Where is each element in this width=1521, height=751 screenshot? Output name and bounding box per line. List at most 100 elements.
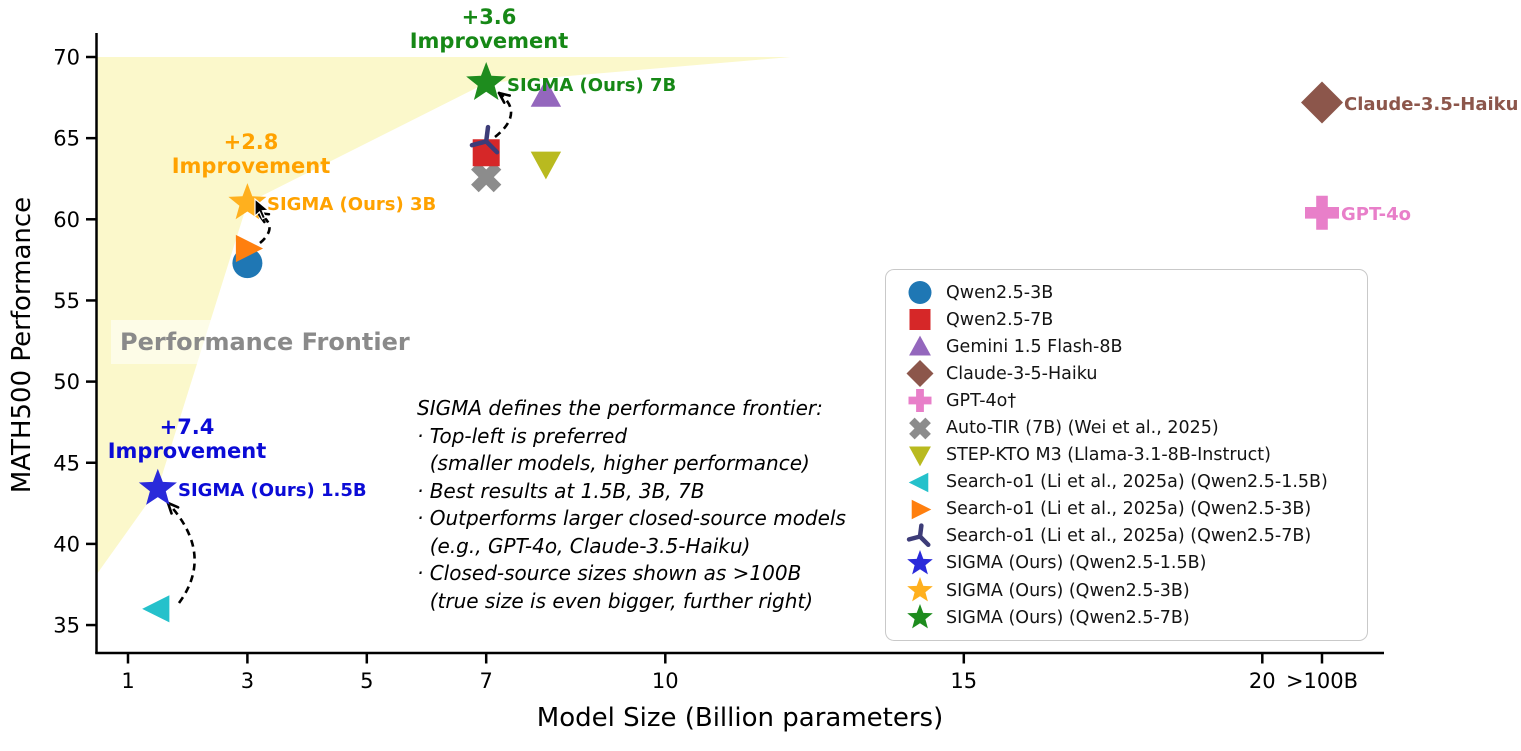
triangle-right-marker bbox=[235, 234, 264, 263]
note-line: SIGMA defines the performance frontier: bbox=[417, 396, 823, 420]
improvement-value: +3.6 bbox=[462, 5, 517, 29]
arrowhead bbox=[256, 211, 266, 224]
triangle-left-legend-marker bbox=[908, 472, 929, 492]
x-tick-label: 15 bbox=[950, 669, 977, 693]
legend-item: Search-o1 (Li et al., 2025a) (Qwen2.5-7B… bbox=[894, 523, 1359, 550]
legend-label: STEP-KTO M3 (Llama-3.1-8B-Instruct) bbox=[946, 445, 1271, 466]
star-marker bbox=[228, 183, 267, 220]
y-axis-title: MATH500 Performance bbox=[7, 197, 37, 493]
tri3-legend-marker bbox=[906, 523, 931, 547]
frontier-label-box bbox=[111, 320, 433, 364]
triangle-right-legend-marker bbox=[911, 499, 932, 520]
square-legend-icon bbox=[894, 306, 946, 333]
star-legend-marker bbox=[907, 577, 933, 602]
legend-label: Qwen2.5-3B bbox=[946, 282, 1054, 303]
x-axis-title: Model Size (Billion parameters) bbox=[537, 703, 943, 733]
y-tick-label: 55 bbox=[53, 289, 80, 313]
tri3-marker bbox=[469, 124, 500, 155]
star-legend-icon bbox=[894, 604, 946, 631]
improvement-arrow bbox=[167, 502, 196, 604]
star-marker bbox=[138, 468, 177, 505]
x-marker bbox=[471, 161, 502, 193]
legend-item: Search-o1 (Li et al., 2025a) (Qwen2.5-3B… bbox=[894, 496, 1359, 523]
y-tick-label: 35 bbox=[53, 614, 80, 638]
y-tick-label: 50 bbox=[53, 370, 80, 394]
legend-label: Search-o1 (Li et al., 2025a) (Qwen2.5-1.… bbox=[946, 472, 1328, 493]
x-tick-label: 1 bbox=[121, 669, 134, 693]
star-legend-marker bbox=[907, 604, 933, 629]
plus-legend-icon bbox=[894, 387, 946, 414]
note-line: (smaller models, higher performance) bbox=[417, 451, 810, 475]
triangle-left-legend-icon bbox=[894, 469, 946, 496]
x-tick-label: 10 bbox=[652, 669, 679, 693]
arrowhead bbox=[166, 501, 173, 515]
improvement-word: Improvement bbox=[410, 29, 569, 53]
note-line: · Closed-source sizes shown as >100B bbox=[417, 561, 802, 585]
triangle-down-legend-icon bbox=[894, 442, 946, 469]
improvement-arrows bbox=[166, 91, 513, 604]
star-legend-marker bbox=[907, 549, 933, 575]
star-legend-icon bbox=[894, 549, 946, 577]
plus-marker bbox=[1305, 195, 1339, 230]
x-legend-marker bbox=[909, 417, 931, 439]
diamond-legend-marker bbox=[906, 360, 934, 388]
star-legend-icon bbox=[894, 577, 946, 604]
arrowhead bbox=[497, 91, 511, 97]
triangle-right-legend-icon bbox=[894, 496, 946, 523]
cursor-pointer-icon bbox=[254, 197, 270, 220]
point-labels: SIGMA (Ours) 7B SIGMA (Ours) 3B SIGMA (Our… bbox=[178, 75, 1518, 501]
legend-item: Auto-TIR (7B) (Wei et al., 2025) bbox=[894, 414, 1359, 441]
x-tick-label: 5 bbox=[360, 669, 373, 693]
arrowhead bbox=[166, 501, 180, 509]
triangle-up-marker bbox=[530, 79, 562, 107]
y-tick-label: 65 bbox=[53, 127, 80, 151]
arrowhead bbox=[497, 91, 506, 104]
x-tick-label: 20 bbox=[1249, 669, 1276, 693]
legend-item: Qwen2.5-3B bbox=[894, 279, 1359, 306]
legend-label: SIGMA (Ours) (Qwen2.5-1.5B) bbox=[946, 553, 1207, 574]
legend-item: SIGMA (Ours) (Qwen2.5-1.5B) bbox=[894, 549, 1359, 577]
triangle-down-marker bbox=[530, 151, 562, 180]
improvement-arrow bbox=[257, 211, 271, 244]
point-label: Claude-3.5-Haiku bbox=[1344, 94, 1518, 115]
note-line: · Best results at 1.5B, 3B, 7B bbox=[417, 478, 705, 503]
legend-label: Search-o1 (Li et al., 2025a) (Qwen2.5-3B… bbox=[946, 499, 1312, 520]
point-label: SIGMA (Ours) 1.5B bbox=[178, 480, 367, 501]
y-tick-label: 40 bbox=[53, 532, 80, 556]
legend-item: GPT-4o† bbox=[894, 387, 1359, 414]
y-tick-label: 70 bbox=[53, 46, 80, 70]
legend: Qwen2.5-3B Qwen2.5-7B Gemini 1.5 Flash-8B C… bbox=[885, 269, 1368, 641]
legend-item: Claude-3-5-Haiku bbox=[894, 360, 1359, 388]
y-tick-label: 45 bbox=[53, 451, 80, 475]
data-points bbox=[138, 62, 1343, 623]
y-tick-label: 60 bbox=[53, 208, 80, 232]
legend-item: Gemini 1.5 Flash-8B bbox=[894, 333, 1359, 360]
legend-item: Search-o1 (Li et al., 2025a) (Qwen2.5-1.… bbox=[894, 469, 1359, 496]
legend-label: Auto-TIR (7B) (Wei et al., 2025) bbox=[946, 418, 1219, 439]
frontier-note: SIGMA defines the performance frontier: ·… bbox=[417, 395, 846, 615]
legend-label: Claude-3-5-Haiku bbox=[946, 363, 1098, 384]
triangle-down-legend-marker bbox=[909, 446, 931, 467]
legend-label: SIGMA (Ours) (Qwen2.5-3B) bbox=[946, 580, 1190, 601]
point-label: SIGMA (Ours) 3B bbox=[267, 194, 436, 215]
point-label: SIGMA (Ours) 7B bbox=[507, 75, 676, 96]
legend-label: SIGMA (Ours) (Qwen2.5-7B) bbox=[946, 607, 1190, 628]
improvement-arrow bbox=[494, 91, 513, 139]
point-label: GPT-4o bbox=[1341, 204, 1411, 225]
improvement-value: +7.4 bbox=[160, 415, 215, 439]
diamond-marker bbox=[1301, 81, 1343, 124]
legend-item: Qwen2.5-7B bbox=[894, 306, 1359, 333]
triangle-left-marker bbox=[142, 595, 170, 623]
note-line: (true size is even bigger, further right… bbox=[417, 588, 814, 613]
x-tick-label: 3 bbox=[241, 669, 254, 693]
plus-legend-marker bbox=[908, 389, 932, 413]
note-line: · Outperforms larger closed-source model… bbox=[417, 506, 846, 530]
triangle-up-legend-icon bbox=[894, 333, 946, 360]
mouse-cursor bbox=[254, 197, 270, 220]
improvement-word: Improvement bbox=[108, 439, 267, 463]
legend-label: GPT-4o† bbox=[946, 390, 1017, 411]
diamond-legend-icon bbox=[894, 360, 946, 388]
x-tick-label: 7 bbox=[480, 669, 493, 693]
